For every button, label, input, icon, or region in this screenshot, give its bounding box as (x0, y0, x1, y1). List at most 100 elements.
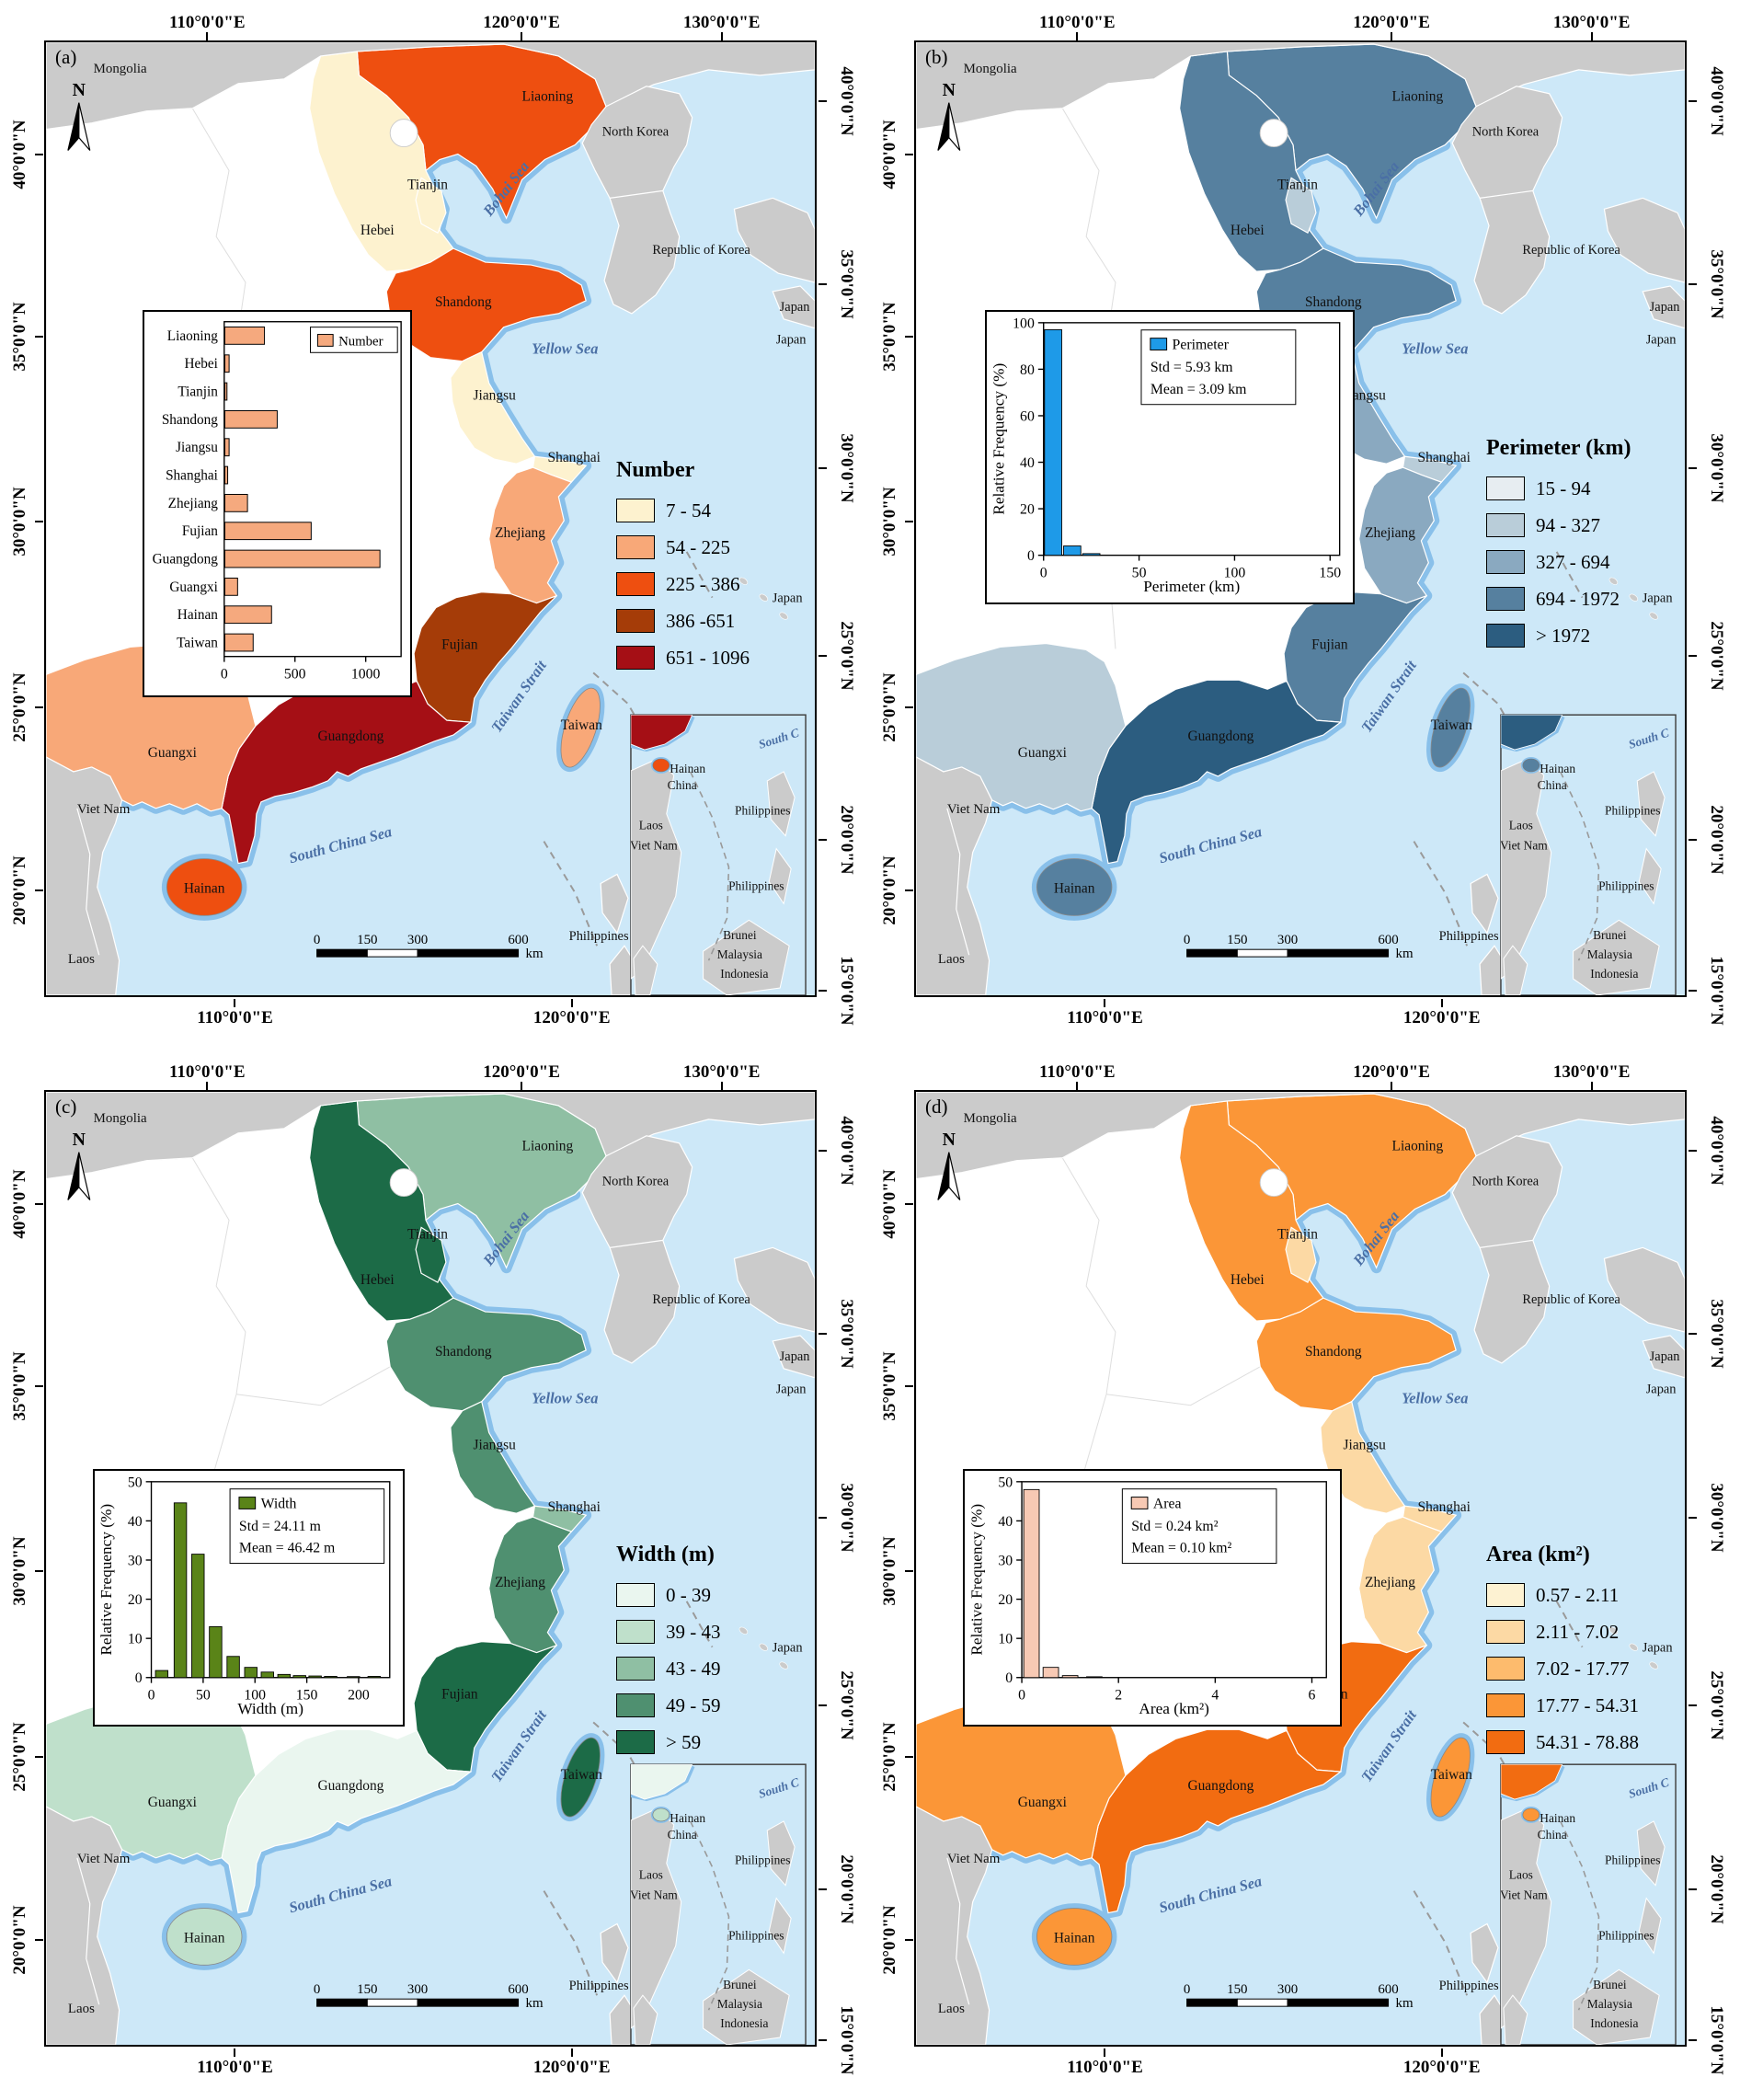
axis-label: 35°0'0"N (10, 302, 29, 372)
axis-label: 110°0'0"E (1067, 2058, 1143, 2077)
axis-label: 30°0'0"N (10, 487, 29, 557)
province-label: Guangdong (1187, 1778, 1253, 1794)
north-label: N (943, 1130, 956, 1150)
province-label: Shanghai (1418, 450, 1471, 465)
inset-land (1573, 919, 1660, 995)
axis-tick (905, 336, 913, 339)
axis-label: 120°0'0"E (1353, 13, 1430, 32)
inset-china (630, 715, 693, 751)
scale-bar-unit: km (526, 1996, 544, 2011)
chart-bar (1042, 1667, 1059, 1679)
map-panel: 110°0'0"E 120°0'0"E 130°0'0"E 110°0'0"E 120°… (0, 0, 870, 1050)
country-label: Japan (1643, 1641, 1673, 1656)
legend-swatch (1486, 587, 1525, 611)
map-frame: Mongolia North Korea Republic of Korea Japa… (44, 1090, 817, 2047)
province-label: Tianjin (407, 1226, 448, 1242)
axis-tick-label: 0 (1018, 1687, 1025, 1703)
province-boundary (1061, 1157, 1116, 1394)
axis-label: 20°0'0"N (10, 1904, 29, 1975)
map-legend: Perimeter (km) 15 - 94 94 - 327 327 - 694 6… (1486, 436, 1698, 654)
legend-swatch (1486, 1693, 1525, 1717)
map-panel: 110°0'0"E 120°0'0"E 130°0'0"E 110°0'0"E 120°… (870, 0, 1740, 1050)
axis-tick-label: 50 (1132, 565, 1147, 580)
x-axis-title: Area (km²) (1139, 1700, 1209, 1717)
legend-swatch (616, 1657, 655, 1681)
legend-entry-label: 327 - 694 (1536, 550, 1610, 573)
province-taiwan (560, 1737, 601, 1818)
scale-bar-label: 0 (314, 933, 320, 947)
inset-land (703, 919, 790, 995)
vietnam-laos (916, 756, 993, 995)
inset-label: Hainan (1540, 762, 1575, 775)
axis-tick-label: 150 (296, 1687, 318, 1703)
scale-bar-unit: km (526, 947, 544, 961)
inset-land (1638, 1897, 1662, 1955)
province-label: Shanghai (548, 450, 601, 465)
inset-label: Philippines (735, 804, 790, 818)
korea-peninsula (581, 86, 693, 315)
axis-label: 30°0'0"N (1707, 433, 1726, 503)
legend-entry-label: 94 - 327 (1536, 513, 1600, 536)
dashed-boundary-line (1555, 1601, 1584, 1648)
legend-entry-label: 0 - 39 (666, 1583, 711, 1606)
philippines-islands (600, 1922, 629, 1984)
axis-label: 30°0'0"N (880, 487, 899, 557)
axis-tick (1104, 999, 1106, 1007)
japan-islands (1642, 285, 1685, 329)
legend-swatch (1486, 1657, 1525, 1681)
chart-legend-label: Width (261, 1496, 297, 1511)
country-label: Republic of Korea (652, 1292, 750, 1307)
legend-swatch (616, 1620, 655, 1644)
north-label: N (73, 1130, 86, 1150)
province-label: Hebei (1231, 1272, 1265, 1288)
chart-mean-label: Mean = 0.10 km² (1131, 1541, 1231, 1556)
province-jiangsu (450, 350, 536, 465)
axis-label: 30°0'0"N (10, 1536, 29, 1606)
axis-tick (905, 521, 913, 523)
country-label: Japan (780, 1349, 810, 1364)
province-label: Fujian (1311, 637, 1348, 652)
axis-tick-label: 50 (998, 1475, 1013, 1490)
chart-bar (277, 1673, 292, 1679)
country-label: Mongolia (94, 62, 147, 76)
korea-inner-border (609, 189, 663, 199)
japan-islands (733, 1246, 815, 1333)
axis-label: 110°0'0"E (1038, 1062, 1116, 1082)
axis-tick-label: 50 (128, 1475, 143, 1490)
axis-label: 110°0'0"E (168, 13, 246, 32)
axis-tick (234, 2048, 236, 2057)
axis-tick (1688, 839, 1697, 842)
axis-label: 110°0'0"E (197, 1008, 273, 1027)
province-label: Guangdong (317, 729, 383, 744)
axis-tick (818, 989, 827, 992)
axis-tick-label: 500 (284, 666, 306, 682)
sea-label: Yellow Sea (1402, 340, 1468, 358)
axis-tick (1688, 1516, 1697, 1519)
axis-label: 40°0'0"N (1707, 65, 1726, 136)
inset-land (633, 1994, 658, 2045)
korea-inner-border (1479, 1239, 1533, 1248)
scale-bar-label: 150 (1227, 933, 1247, 947)
country-label: Laos (68, 952, 95, 967)
map-frame: Mongolia North Korea Republic of Korea Japa… (914, 1090, 1687, 2047)
inset-hainan (1522, 1807, 1540, 1822)
axis-label: 110°0'0"E (168, 1062, 246, 1082)
dashed-boundary-line (543, 1890, 599, 1996)
country-label: Mongolia (964, 1111, 1017, 1126)
small-island (779, 612, 788, 620)
country-label: Philippines (569, 929, 629, 944)
legend-entry-label: 2.11 - 7.02 (1536, 1620, 1620, 1643)
axis-tick-label: 0 (1040, 565, 1047, 580)
axis-label: 130°0'0"E (682, 1062, 761, 1082)
axis-tick (905, 153, 913, 155)
legend-entry-label: 43 - 49 (666, 1657, 721, 1680)
province-guangdong (1091, 1728, 1343, 1914)
axis-tick-label: 100 (1224, 565, 1246, 580)
chart-bar (347, 1676, 361, 1679)
axis-tick-label: 40 (128, 1514, 143, 1530)
inset-dashed-line (1559, 771, 1600, 961)
